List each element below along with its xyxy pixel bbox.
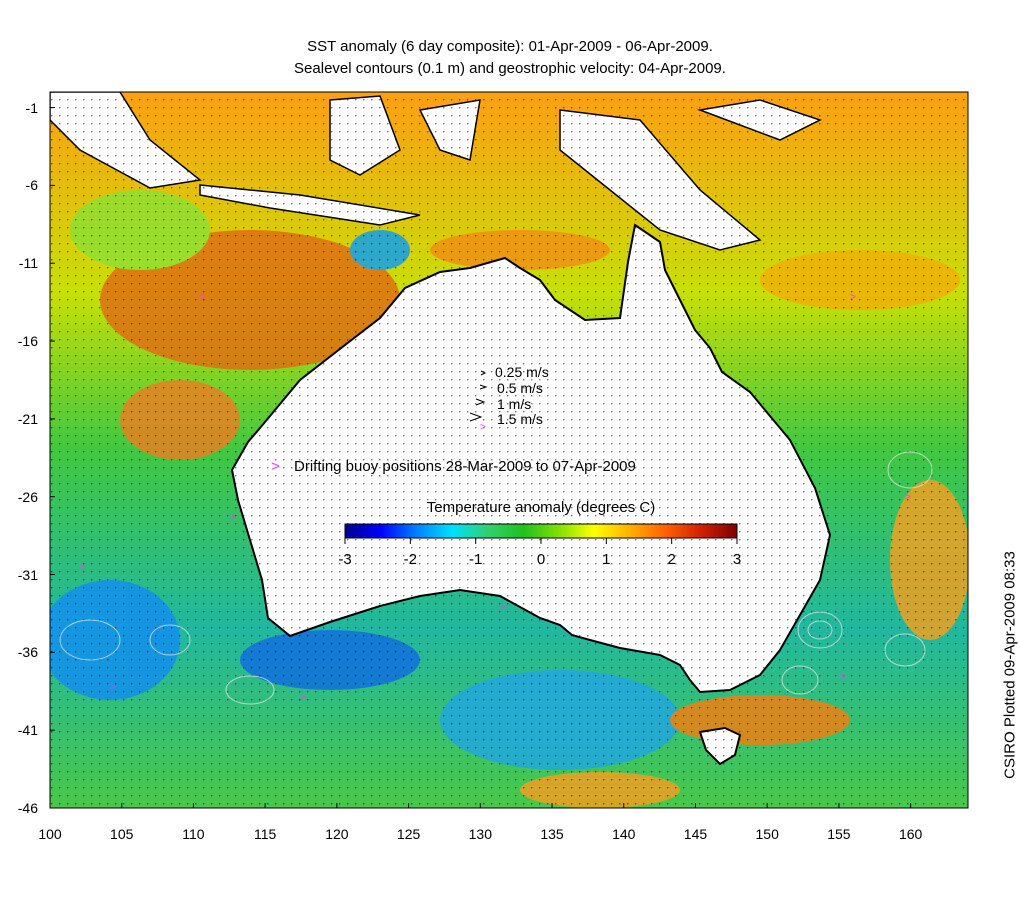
colorbar-tick-label: -1 <box>469 551 482 568</box>
y-tick-label: -41 <box>17 722 38 739</box>
map-frame <box>49 91 969 809</box>
velocity-legend-label-3: 1.5 m/s <box>497 411 543 427</box>
buoy-marker-icon: > <box>271 458 280 475</box>
velocity-legend-label-1: 0.5 m/s <box>497 380 543 396</box>
x-tick-label: 155 <box>827 826 851 842</box>
colorbar-tick-label: 2 <box>667 551 675 568</box>
colorbar-tick-label: 3 <box>733 551 741 568</box>
x-tick-label: 120 <box>325 826 349 842</box>
colorbar-tick-label: 0 <box>537 551 545 568</box>
x-tick-label: 110 <box>182 826 205 842</box>
buoy-marker: > <box>80 562 86 573</box>
arrow-0-5-icon <box>479 384 488 390</box>
credit-label: CSIRO Plotted 09-Apr-2009 08:33 <box>1001 551 1019 779</box>
arrow-1-5-icon <box>469 412 483 422</box>
velocity-legend-label-0: 0.25 m/s <box>495 364 549 380</box>
buoy-marker: > <box>200 292 206 303</box>
y-tick-label: -1 <box>25 99 38 116</box>
y-tick-label: -26 <box>17 488 38 505</box>
buoy-marker: > <box>480 422 486 433</box>
colorbar-tick-label: -2 <box>404 551 417 568</box>
x-tick-label: 125 <box>396 826 421 842</box>
y-tick-label: -11 <box>18 255 38 272</box>
buoy-marker: > <box>500 602 506 613</box>
buoy-legend-label: Drifting buoy positions 28-Mar-2009 to 0… <box>294 458 636 475</box>
y-tick-label: -36 <box>17 644 38 661</box>
velocity-legend-label-2: 1 m/s <box>497 396 531 412</box>
x-tick-label: 135 <box>540 826 564 842</box>
x-tick-label: 145 <box>683 826 708 842</box>
colorbar-ramp <box>344 523 738 539</box>
buoy-marker: > <box>300 692 306 703</box>
y-tick-label: -21 <box>17 410 38 427</box>
x-tick-label: 130 <box>468 826 492 842</box>
y-tick-label: -6 <box>25 177 38 194</box>
arrow-0-25-icon <box>480 370 487 376</box>
y-tick-label: -31 <box>17 566 38 583</box>
x-tick-label: 100 <box>38 826 62 842</box>
buoy-marker: > <box>905 492 911 503</box>
x-tick-label: 105 <box>110 826 134 842</box>
buoy-marker: > <box>850 292 856 303</box>
buoy-marker: > <box>110 682 116 693</box>
colorbar-tick-label: -3 <box>338 551 351 568</box>
arrow-1-icon <box>475 398 486 406</box>
title-line-2: Sealevel contours (0.1 m) and geostrophi… <box>294 60 726 77</box>
colorbar-tick-labels: -3 -2 -1 0 1 2 3 <box>338 538 741 568</box>
buoy-marker: > <box>840 672 846 683</box>
colorbar: Temperature anomaly (degrees C) -3 -2 -1 0 1… <box>338 499 741 568</box>
y-tick-label: -16 <box>17 333 38 350</box>
x-tick-label: 140 <box>612 826 636 842</box>
velocity-field <box>50 92 968 808</box>
buoy-legend: > Drifting buoy positions 28-Mar-2009 to… <box>271 458 636 475</box>
map-plot-area <box>50 92 968 808</box>
x-tick-label: 115 <box>253 826 277 842</box>
x-tick-label: 150 <box>755 826 779 842</box>
x-tick-label: 160 <box>898 826 923 842</box>
colorbar-tick-label: 1 <box>602 551 610 568</box>
colorbar-title: Temperature anomaly (degrees C) <box>427 499 655 516</box>
sealevel-contours <box>59 451 933 705</box>
axis-tick-marks <box>49 107 912 809</box>
title-line-1: SST anomaly (6 day composite): 01-Apr-20… <box>307 38 713 55</box>
velocity-legend: 0.25 m/s 0.5 m/s 1 m/s 1.5 m/s <box>469 364 549 427</box>
buoy-marker: > <box>230 512 236 523</box>
y-tick-label: -46 <box>17 800 38 816</box>
buoy-markers: > > > > > > > > > > <box>80 292 911 703</box>
